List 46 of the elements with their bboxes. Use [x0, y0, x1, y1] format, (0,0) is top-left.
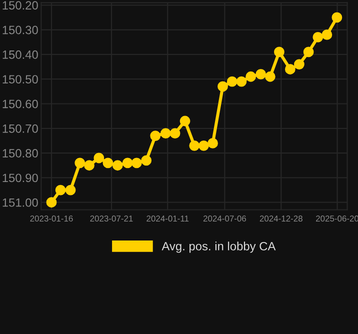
point	[218, 81, 228, 92]
point	[180, 116, 190, 126]
x-tick-label: 2023-01-16	[30, 216, 73, 222]
point	[303, 46, 314, 58]
point	[208, 138, 218, 148]
point	[150, 130, 161, 142]
point	[112, 160, 123, 171]
y-tick-label: 151.00	[2, 198, 38, 207]
point	[226, 76, 238, 87]
point	[256, 68, 266, 80]
point	[264, 71, 276, 82]
y-tick-label: 150.60	[2, 100, 38, 108]
point	[55, 184, 66, 196]
point	[170, 128, 180, 139]
x-tick-label: 2024-12-28	[260, 216, 302, 222]
x-tick-label: 2024-01-11	[146, 216, 189, 222]
point	[46, 197, 57, 208]
point	[131, 158, 142, 168]
y-tick-label: 150.80	[2, 149, 38, 158]
legend-label: Avg. pos. in lobby CA	[162, 242, 276, 253]
point	[294, 59, 304, 70]
point	[332, 12, 342, 23]
point	[122, 158, 133, 168]
x-tick-label: 2023-07-21	[90, 216, 133, 222]
y-tick-label: 150.50	[2, 75, 38, 84]
y-tick-label: 150.90	[2, 174, 38, 182]
point	[189, 140, 200, 151]
point	[84, 160, 94, 171]
x-tick-label: 2024-07-06	[203, 216, 246, 222]
point	[94, 152, 104, 164]
point	[198, 140, 209, 151]
point	[236, 76, 247, 87]
point	[284, 64, 296, 74]
y-tick-label: 150.70	[2, 124, 38, 133]
point	[160, 128, 171, 139]
y-tick-label: 150.40	[2, 50, 38, 59]
y-tick-label: 150.30	[2, 26, 38, 34]
y-tick-label: 150.20	[2, 1, 38, 10]
point	[65, 184, 76, 196]
point	[274, 46, 284, 58]
point	[74, 158, 86, 168]
point	[102, 158, 114, 168]
point	[322, 30, 332, 40]
point	[246, 71, 256, 82]
point	[141, 155, 152, 166]
point	[312, 32, 324, 42]
